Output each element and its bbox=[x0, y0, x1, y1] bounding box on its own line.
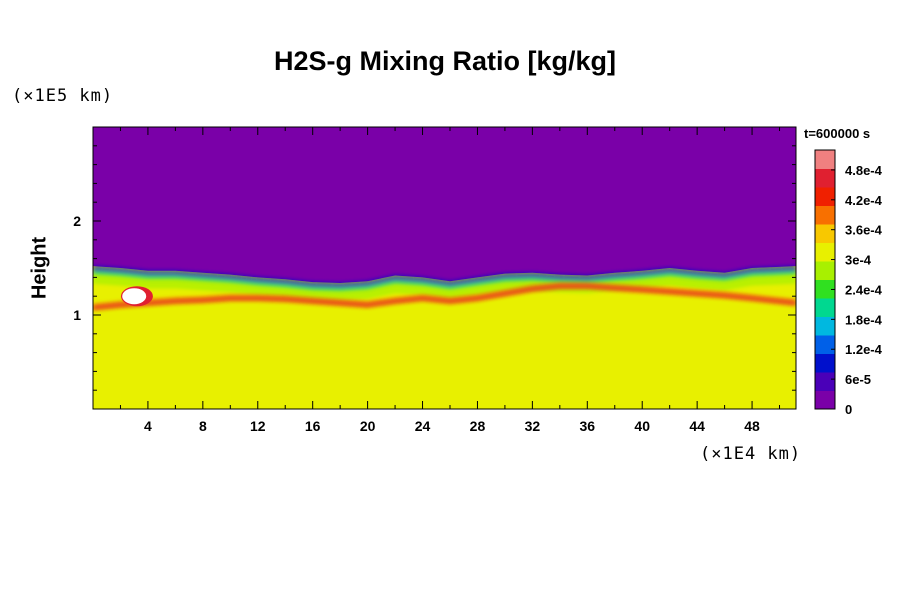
x-tick-label: 44 bbox=[689, 418, 705, 434]
plot-frame bbox=[92, 126, 797, 410]
x-axis-unit: (×1E4 km) bbox=[700, 444, 802, 464]
colorbar-swatch-11 bbox=[815, 187, 835, 206]
y-axis-ticks: 12 bbox=[73, 145, 796, 391]
y-tick-1: 1 bbox=[73, 307, 81, 323]
x-tick-label: 28 bbox=[470, 418, 486, 434]
x-tick-label: 16 bbox=[305, 418, 321, 434]
colorbar-swatch-0 bbox=[815, 390, 835, 410]
colorbar-swatch-1 bbox=[815, 372, 835, 391]
y-tick-label: 2 bbox=[73, 213, 81, 229]
colorbar-swatch-7 bbox=[815, 261, 835, 280]
colorbar-label-0: 0 bbox=[845, 402, 852, 417]
transition-band-4 bbox=[93, 279, 796, 300]
colorbar-label-7: 4.2e-4 bbox=[845, 193, 883, 208]
x-tick-20: 20 bbox=[360, 418, 376, 434]
transition-band-3 bbox=[93, 275, 796, 296]
x-tick-28: 28 bbox=[470, 418, 486, 434]
plot-border bbox=[92, 126, 797, 410]
colorbar-swatch-4 bbox=[815, 316, 835, 336]
x-tick-label: 20 bbox=[360, 418, 376, 434]
x-tick-label: 12 bbox=[250, 418, 266, 434]
x-axis-ticks: 4 8 12 16 20 24 28 32 36 40 44 48 bbox=[119, 127, 781, 434]
x-tick-4: 4 bbox=[144, 418, 152, 434]
colorbar-swatch-8 bbox=[815, 242, 835, 262]
colorbar-swatch-12 bbox=[815, 168, 835, 188]
x-tick-44: 44 bbox=[689, 418, 705, 434]
colorbar-swatch-9 bbox=[815, 224, 835, 243]
enriched-band-1 bbox=[93, 284, 796, 310]
colorbar-swatch-6 bbox=[815, 279, 835, 299]
transition-band-0 bbox=[93, 266, 796, 286]
colorbar-label-2: 1.2e-4 bbox=[845, 342, 883, 357]
x-tick-12: 12 bbox=[250, 418, 266, 434]
colorbar-label-6: 3.6e-4 bbox=[845, 223, 883, 238]
time-label: t=600000 s bbox=[804, 126, 871, 141]
x-tick-16: 16 bbox=[305, 418, 321, 434]
x-tick-label: 32 bbox=[525, 418, 541, 434]
colorbar-label-5: 3e-4 bbox=[845, 253, 872, 268]
peak-core bbox=[122, 288, 147, 305]
transition-band-2 bbox=[93, 272, 796, 292]
x-tick-label: 36 bbox=[580, 418, 596, 434]
y-tick-2: 2 bbox=[73, 213, 81, 229]
transition-band-1 bbox=[93, 269, 796, 289]
colorbar-label-4: 2.4e-4 bbox=[845, 282, 883, 297]
x-tick-40: 40 bbox=[634, 418, 650, 434]
colorbar-swatch-13 bbox=[815, 150, 835, 169]
colorbar: 0 6e-5 1.2e-4 1.8e-4 2.4e-4 3e-4 3.6e-4 4.2e-4 4… bbox=[814, 149, 883, 417]
y-axis-unit: (×1E5 km) bbox=[12, 86, 114, 106]
y-tick-label: 1 bbox=[73, 307, 81, 323]
x-tick-32: 32 bbox=[525, 418, 541, 434]
chart-title: H2S-g Mixing Ratio [kg/kg] bbox=[273, 46, 616, 76]
x-tick-label: 24 bbox=[415, 418, 431, 434]
colorbar-label-1: 6e-5 bbox=[845, 372, 871, 387]
colorbar-swatch-10 bbox=[815, 205, 835, 225]
lower-region bbox=[93, 266, 796, 409]
colorbar-label-3: 1.8e-4 bbox=[845, 312, 883, 327]
x-tick-36: 36 bbox=[580, 418, 596, 434]
x-tick-24: 24 bbox=[415, 418, 431, 434]
x-tick-label: 48 bbox=[744, 418, 760, 434]
heatmap-field bbox=[93, 127, 796, 409]
colorbar-swatch-2 bbox=[815, 353, 835, 373]
x-tick-label: 8 bbox=[199, 418, 207, 434]
colorbar-border bbox=[814, 149, 836, 410]
colorbar-swatch-5 bbox=[815, 298, 835, 317]
x-tick-label: 4 bbox=[144, 418, 152, 434]
colorbar-swatch-3 bbox=[815, 335, 835, 354]
x-tick-48: 48 bbox=[744, 418, 760, 434]
x-tick-8: 8 bbox=[199, 418, 207, 434]
colorbar-label-8: 4.8e-4 bbox=[845, 163, 883, 178]
x-tick-label: 40 bbox=[634, 418, 650, 434]
